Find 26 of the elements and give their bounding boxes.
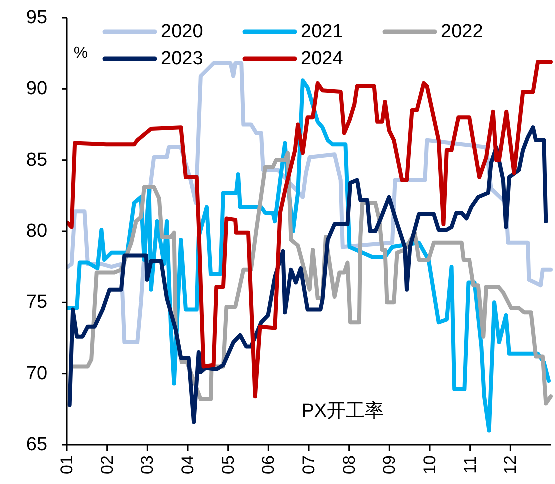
y-tick-label: 85	[26, 150, 48, 171]
y-tick-label: 90	[26, 78, 48, 100]
y-tick-label: 95	[26, 8, 48, 28]
legend-label: 2024	[301, 48, 344, 70]
legend-label: 2023	[161, 48, 204, 70]
y-tick-label: 65	[26, 434, 48, 456]
y-axis-title: %	[74, 45, 88, 62]
y-tick-label: 70	[26, 363, 48, 384]
x-tick-label: 02	[98, 456, 117, 474]
legend-label: 2021	[301, 22, 344, 42]
x-tick-label: 05	[218, 456, 238, 474]
x-tick-label: 01	[58, 456, 76, 474]
x-tick-label: 11	[460, 456, 480, 474]
legend-label: 2022	[441, 22, 484, 42]
x-tick-label: 03	[138, 456, 158, 474]
x-tick-label: 10	[420, 456, 440, 474]
annotation: PX开工率	[302, 400, 384, 422]
x-tick-label: 07	[300, 456, 318, 474]
x-tick-label: 08	[340, 456, 359, 474]
y-tick-label: 75	[26, 292, 48, 314]
y-tick-label: 80	[26, 221, 48, 242]
legend-label: 2020	[161, 22, 204, 42]
x-tick-label: 09	[380, 456, 400, 474]
x-tick-label: 06	[259, 456, 278, 474]
x-tick-label: 04	[178, 456, 198, 474]
x-tick-label: 12	[501, 456, 520, 474]
